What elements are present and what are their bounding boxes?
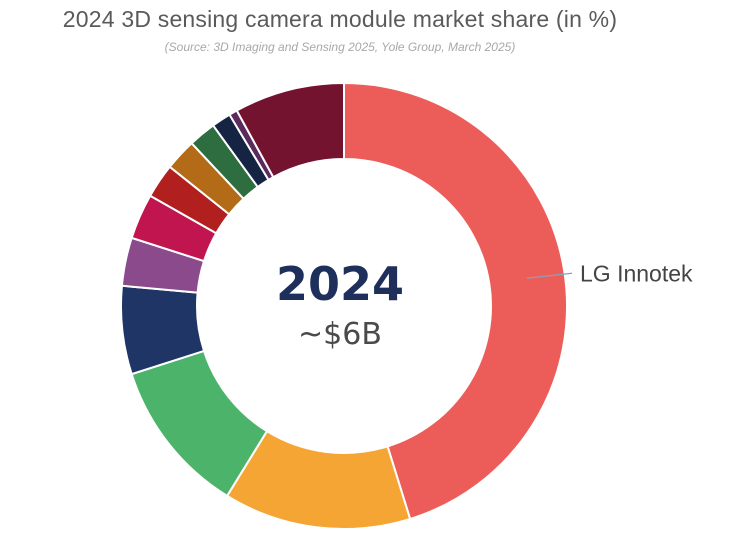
center-value-label: ~$6B xyxy=(298,317,382,352)
chart-subtitle: (Source: 3D Imaging and Sensing 2025, Yo… xyxy=(164,40,516,54)
donut-slice-lg-innotek xyxy=(343,81,568,521)
chart-title: 2024 3D sensing camera module market sha… xyxy=(62,6,618,32)
callout-line xyxy=(526,272,573,279)
slice-label: LG Innotek xyxy=(580,260,693,286)
donut-slice-12 xyxy=(235,81,345,179)
center-year-label: 2024 xyxy=(276,257,404,311)
